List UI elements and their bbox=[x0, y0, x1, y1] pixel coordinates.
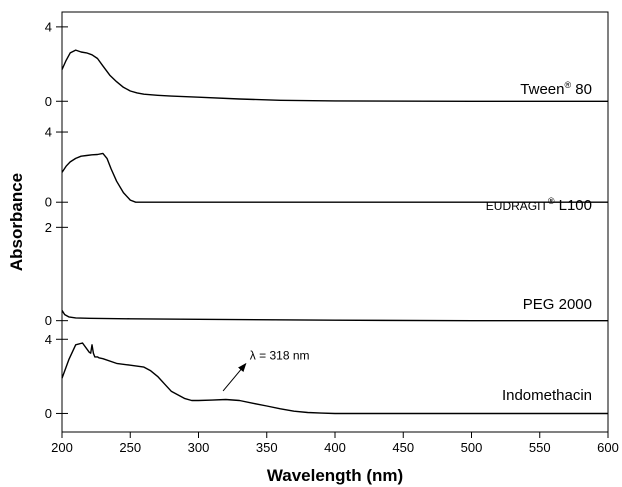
annotation-label: λ = 318 nm bbox=[250, 349, 310, 363]
x-tick-label: 300 bbox=[188, 440, 210, 455]
x-tick-label: 450 bbox=[392, 440, 414, 455]
series-label: PEG 2000 bbox=[523, 296, 592, 313]
x-tick-label: 200 bbox=[51, 440, 73, 455]
series-line bbox=[61, 310, 608, 322]
x-tick-label: 600 bbox=[597, 440, 619, 455]
x-tick-label: 500 bbox=[461, 440, 483, 455]
x-tick-label: 350 bbox=[256, 440, 278, 455]
series-label: Indomethacin bbox=[502, 387, 592, 404]
y-tick-label: 0 bbox=[45, 406, 52, 421]
annotation-arrow bbox=[222, 362, 247, 392]
y-tick-label: 0 bbox=[45, 94, 52, 109]
series-line bbox=[61, 152, 608, 203]
x-axis-title: Wavelength (nm) bbox=[267, 466, 403, 485]
panel-group: 0 4 Tween® 80 0 4 EUDRAGIT® L100 0 2 PEG 2000 0 4 I… bbox=[45, 19, 608, 421]
x-axis: 200 250 300 350 400 450 500 550 600 bbox=[51, 432, 619, 455]
y-tick-label: 0 bbox=[45, 313, 52, 328]
panel-3: 0 4 Indomethacin λ = 318 nm bbox=[45, 332, 608, 421]
panel-1: 0 4 EUDRAGIT® L100 bbox=[45, 125, 608, 214]
y-tick-label: 4 bbox=[45, 332, 52, 347]
y-tick-label: 4 bbox=[45, 19, 52, 34]
plot-frame bbox=[61, 11, 609, 433]
series-label: Tween® 80 bbox=[520, 80, 592, 98]
series-line bbox=[61, 49, 608, 102]
y-axis-title: Absorbance bbox=[7, 173, 26, 271]
series-label: EUDRAGIT® L100 bbox=[486, 196, 592, 214]
x-tick-label: 400 bbox=[324, 440, 346, 455]
y-tick-label: 4 bbox=[45, 125, 52, 140]
y-tick-label: 2 bbox=[45, 220, 52, 235]
series-line bbox=[61, 342, 608, 415]
panel-2: 0 2 PEG 2000 bbox=[45, 220, 608, 328]
x-tick-label: 550 bbox=[529, 440, 551, 455]
x-tick-label: 250 bbox=[119, 440, 141, 455]
panel-0: 0 4 Tween® 80 bbox=[45, 19, 608, 109]
y-tick-label: 0 bbox=[45, 195, 52, 210]
